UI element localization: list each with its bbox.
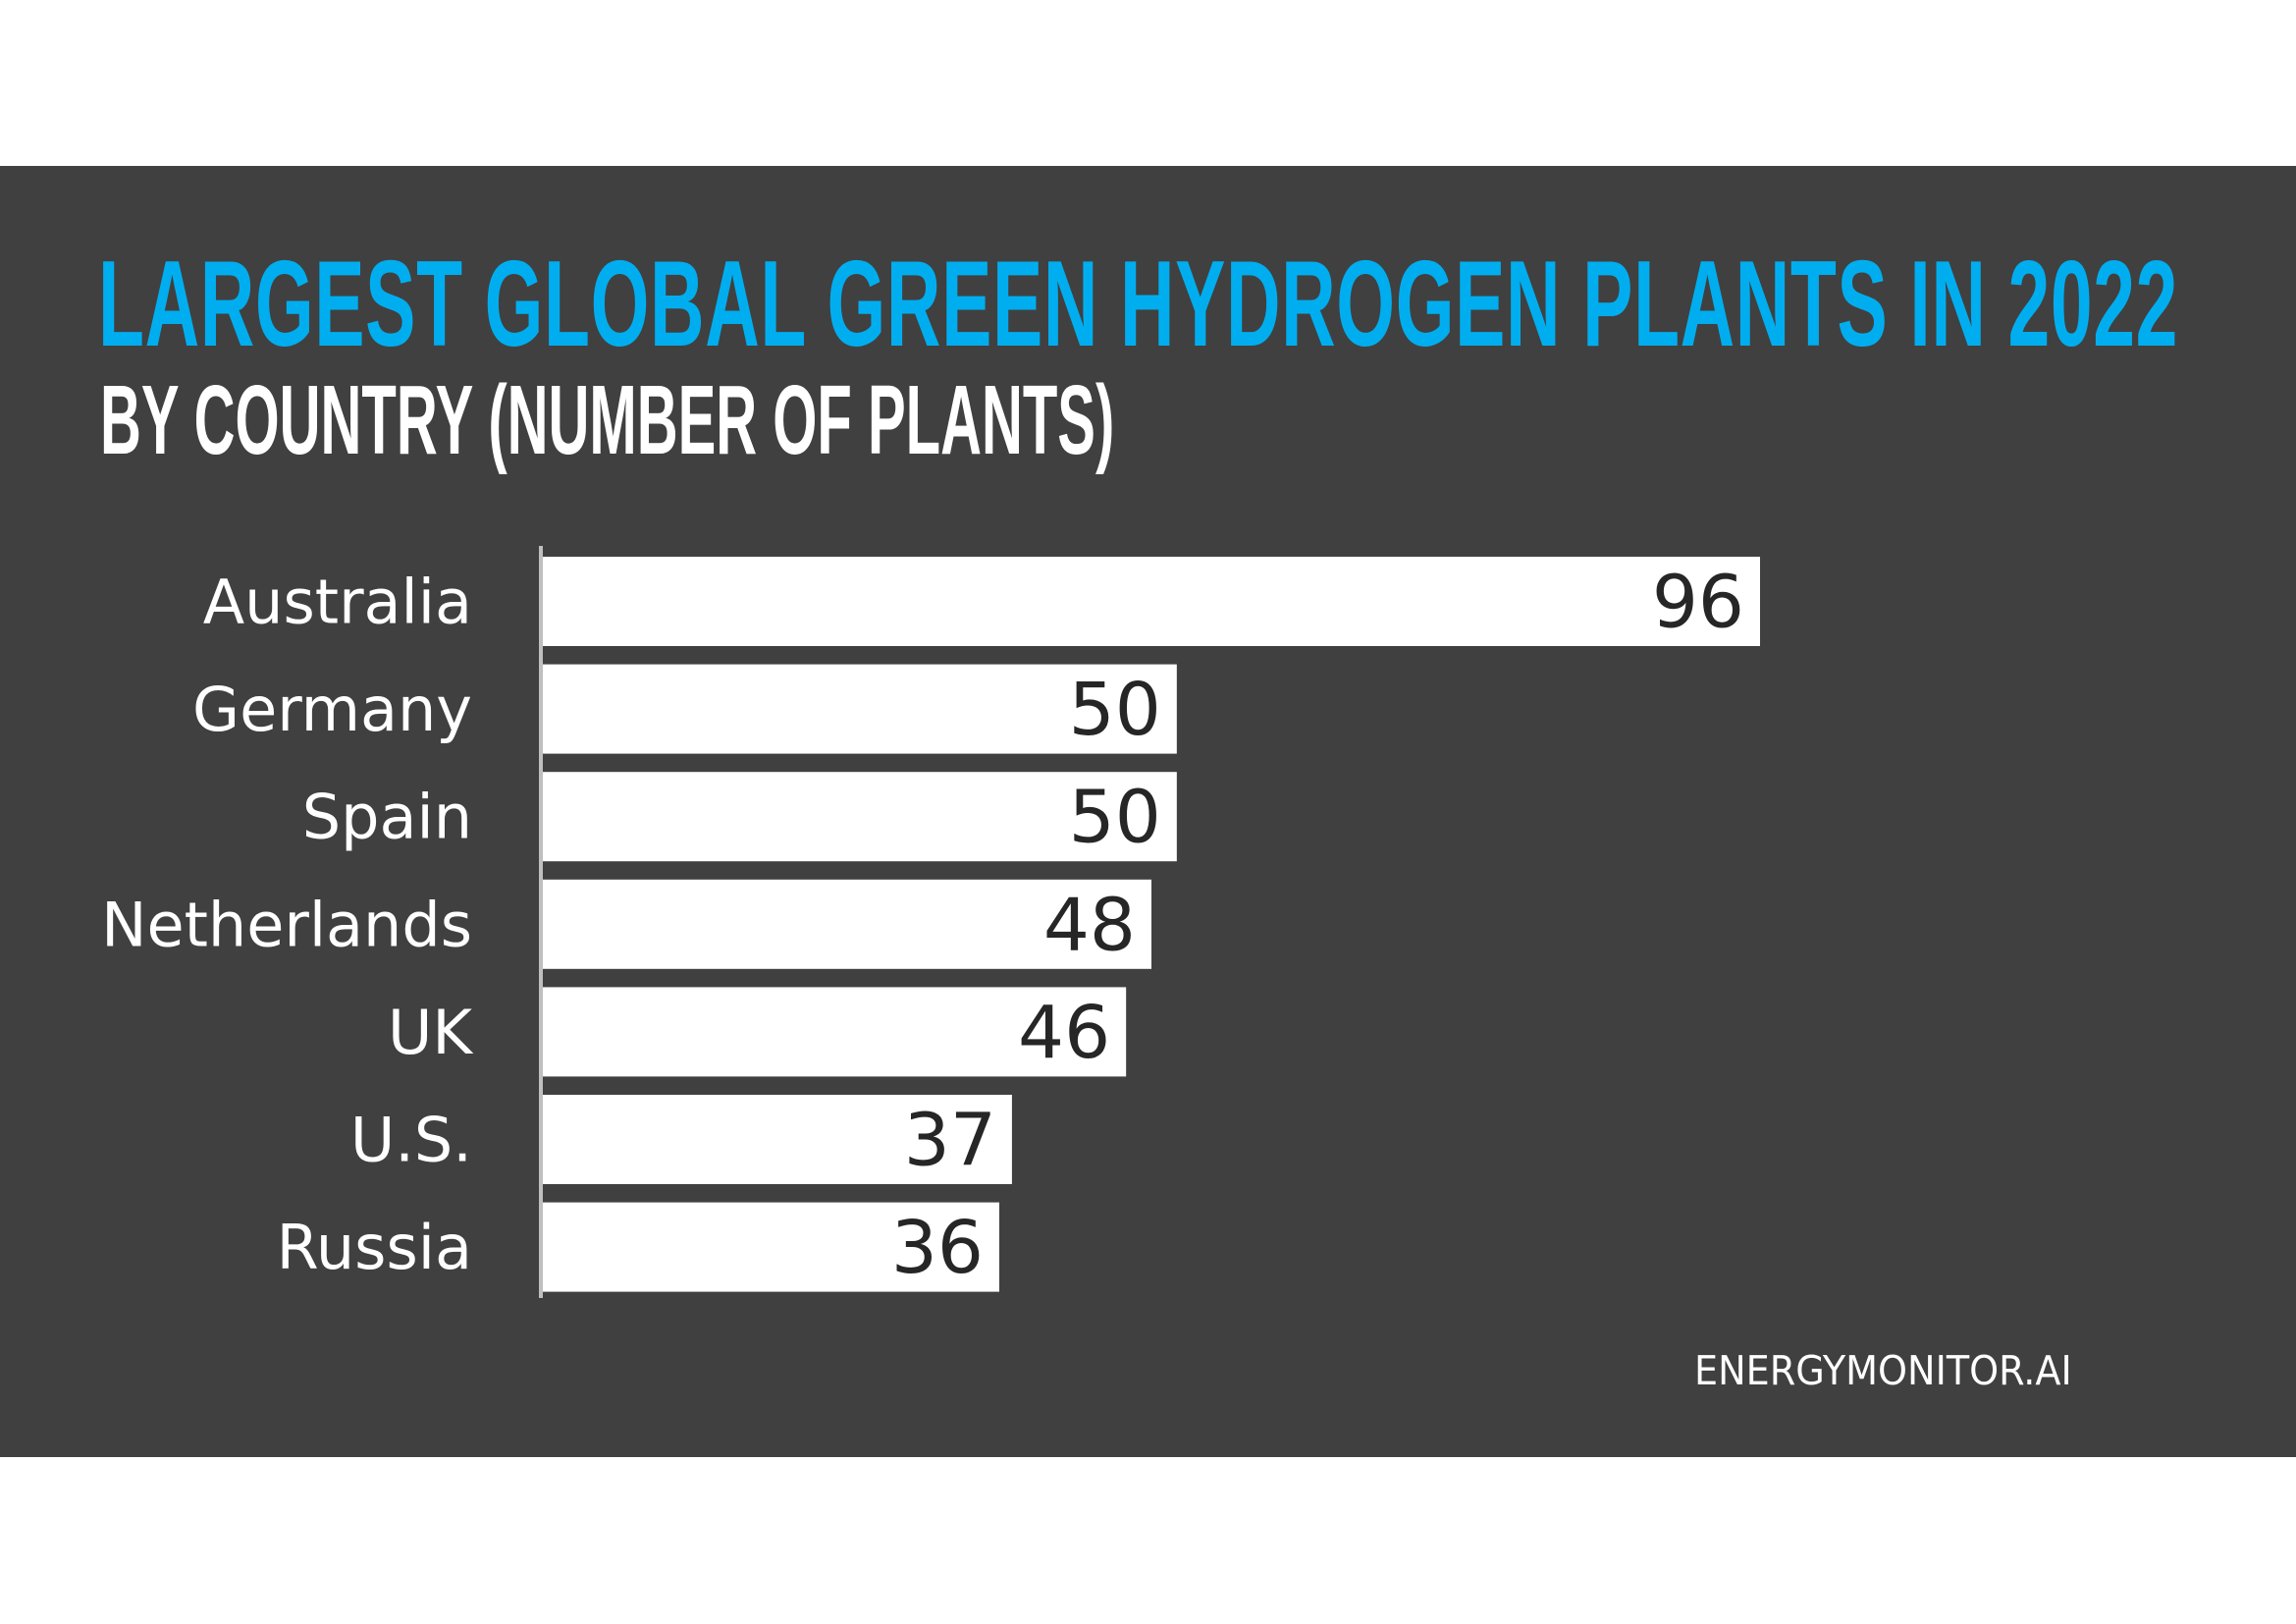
category-label: UK (388, 997, 473, 1068)
category-label: Australia (203, 567, 472, 638)
bar (543, 1095, 1012, 1184)
chart-subtitle: BY COUNTRY (NUMBER OF PLANTS) (100, 365, 1115, 475)
category-label: U.S. (350, 1105, 472, 1176)
bar (543, 557, 1760, 646)
data-label: 46 (1018, 991, 1110, 1075)
category-label: Russia (277, 1212, 472, 1283)
data-label: 37 (904, 1099, 996, 1183)
data-label: 50 (1069, 776, 1161, 860)
category-label: Netherlands (101, 889, 472, 960)
bar (543, 772, 1177, 862)
data-label: 48 (1043, 883, 1136, 967)
data-label: 96 (1652, 561, 1744, 645)
bar (543, 879, 1151, 969)
bar (543, 987, 1127, 1077)
bar (543, 1202, 999, 1292)
source-credit: ENERGYMONITOR.AI (1694, 1347, 2072, 1394)
bar (543, 664, 1177, 754)
chart-title: LARGEST GLOBAL GREEN HYDROGEN PLANTS IN … (98, 237, 2178, 372)
category-label: Germany (192, 674, 472, 745)
data-label: 36 (891, 1206, 984, 1290)
data-label: 50 (1069, 668, 1161, 752)
category-label: Spain (302, 782, 472, 853)
